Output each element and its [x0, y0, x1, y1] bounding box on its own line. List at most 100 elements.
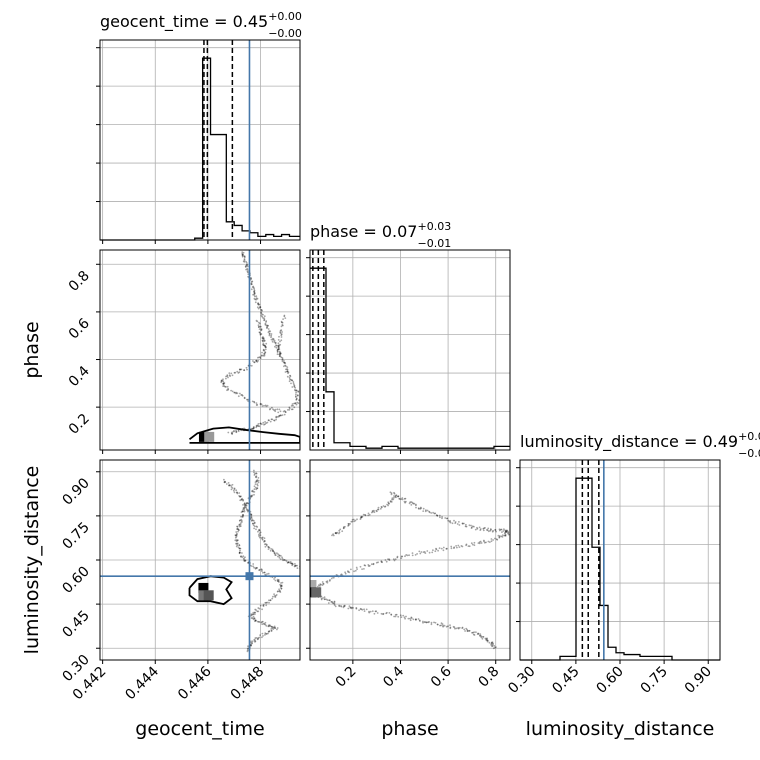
sample-point [263, 344, 265, 347]
sample-point [284, 559, 287, 562]
sample-point [279, 414, 282, 417]
sample-point [486, 640, 489, 643]
sample-point [259, 422, 262, 425]
sample-point [274, 408, 277, 411]
sample-point [385, 560, 388, 563]
sample-point [258, 528, 261, 531]
sample-point [428, 621, 430, 623]
sample-point [265, 625, 268, 627]
sample-point [277, 579, 280, 581]
sample-point [347, 607, 350, 610]
sample-point [255, 297, 258, 299]
sample-point [440, 547, 443, 550]
sample-point [504, 534, 507, 537]
sample-point [250, 515, 253, 518]
sample-point [373, 509, 375, 512]
sample-point [286, 370, 289, 373]
sample-point [278, 408, 281, 411]
sample-point [347, 525, 349, 527]
density-cell [310, 580, 317, 590]
pair-panel-geocent_time-luminosity_distance [96, 459, 301, 664]
sample-point [243, 396, 246, 399]
sample-point [326, 580, 329, 582]
sample-point [382, 505, 385, 507]
sample-point [283, 413, 286, 416]
sample-point [333, 601, 336, 603]
sample-point [340, 605, 342, 607]
sample-point [269, 549, 272, 552]
sample-point [358, 609, 360, 612]
x-tick-label: 0.6 [428, 663, 455, 690]
sample-point [259, 306, 262, 308]
sample-point [274, 627, 276, 629]
sample-point [363, 568, 365, 570]
sample-point [252, 286, 255, 289]
sample-point [237, 372, 240, 374]
sample-point [415, 618, 417, 620]
sample-point [344, 571, 346, 574]
sample-point [227, 431, 230, 434]
sample-point [262, 349, 265, 352]
sample-point [279, 583, 281, 586]
sample-point [223, 481, 226, 483]
sample-point [258, 322, 261, 325]
sample-point [245, 366, 248, 369]
sample-point [350, 520, 353, 523]
sample-point [264, 346, 267, 349]
sample-point [256, 638, 259, 641]
sample-point [236, 527, 239, 530]
sample-point [258, 321, 260, 324]
sample-point [276, 351, 279, 353]
sample-point [361, 515, 364, 518]
sample-point [283, 559, 286, 561]
sample-point [253, 525, 256, 528]
sample-point [258, 621, 261, 623]
sample-point [247, 645, 249, 648]
sample-point [408, 502, 411, 505]
sample-point [355, 566, 358, 569]
sample-point [272, 626, 275, 629]
sample-point [284, 317, 287, 319]
sample-point [255, 426, 258, 429]
sample-point [476, 527, 479, 530]
sample-point [480, 635, 483, 638]
sample-point [472, 631, 474, 634]
sample-point [380, 560, 383, 563]
sample-point [233, 430, 235, 432]
sample-point [504, 530, 507, 533]
sample-point [246, 650, 249, 653]
sample-point [369, 610, 372, 613]
sample-point [465, 525, 468, 528]
sample-point [278, 554, 281, 557]
sample-point [274, 554, 277, 556]
sample-point [260, 309, 263, 311]
sample-point [255, 475, 258, 477]
title-lower-error: −0.00 [268, 27, 302, 40]
sample-point [400, 555, 403, 558]
sample-point [336, 531, 339, 534]
sample-point [503, 532, 506, 535]
sample-point [238, 368, 241, 371]
sample-point [360, 516, 363, 519]
sample-point [265, 543, 268, 546]
sample-point [294, 563, 296, 565]
sample-point [281, 556, 283, 559]
sample-point [259, 531, 262, 534]
sample-point [457, 626, 460, 629]
sample-point [245, 508, 248, 510]
sample-trail-1 [220, 319, 282, 414]
sample-point [274, 554, 276, 556]
sample-point [278, 590, 281, 592]
sample-point [498, 535, 501, 537]
sample-point [255, 479, 258, 482]
sample-point [412, 502, 415, 505]
sample-point [238, 371, 241, 374]
sample-point [422, 510, 425, 512]
sample-point [280, 587, 283, 590]
sample-point [262, 604, 265, 607]
sample-point [430, 512, 433, 514]
sample-point [260, 621, 263, 624]
sample-point [291, 386, 294, 388]
sample-point [495, 646, 497, 648]
sample-point [354, 569, 357, 572]
